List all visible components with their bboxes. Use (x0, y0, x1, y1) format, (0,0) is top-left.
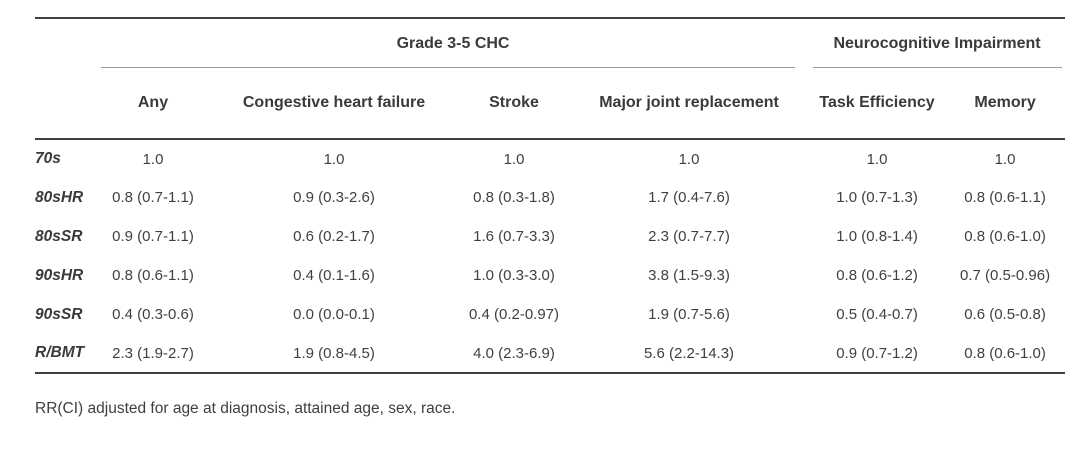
row-label-80ssr: 80sSR (35, 227, 83, 245)
cell-value: 1.0 (678, 150, 700, 168)
column-header-major-joint-replacement: Major joint replacement (569, 68, 810, 140)
column-header-stroke: Stroke (459, 68, 569, 140)
row-label-90ssr: 90sSR (35, 305, 83, 323)
cell-value: 5.6 (2.2-14.3) (643, 344, 735, 362)
group-header-neurocognitive-impairment: Neurocognitive Impairment (809, 18, 1065, 68)
corner-cell (35, 18, 97, 68)
cell-value: 0.8 (0.6-1.0) (964, 228, 1046, 245)
cell-value: 0.8 (0.7-1.1) (112, 189, 194, 206)
cell-value: 4.0 (2.3-6.9) (473, 344, 555, 362)
column-header-memory: Memory (945, 68, 1066, 140)
cell-value: 1.9 (0.7-5.6) (648, 306, 730, 323)
cell-value: 0.8 (0.6-1.2) (836, 267, 918, 284)
corner-cell (35, 68, 97, 140)
cell-value: 1.6 (0.7-3.3) (473, 228, 555, 245)
table-footnote: RR(CI) adjusted for age at diagnosis, at… (35, 400, 456, 417)
cell-value: 0.8 (0.3-1.8) (473, 189, 555, 206)
table-row-80ssr: 80sSR 0.9 (0.7-1.1) 0.6 (0.2-1.7) 1.6 (0… (35, 217, 1065, 256)
cell-value: 0.6 (0.5-0.8) (964, 306, 1046, 323)
cell-value: 1.9 (0.8-4.5) (293, 344, 375, 362)
cell-value: 1.0 (0.3-3.0) (473, 267, 555, 284)
column-header-task-efficiency: Task Efficiency (809, 68, 946, 140)
cell-value: 0.4 (0.2-0.97) (468, 306, 560, 323)
row-label-90shr: 90sHR (35, 266, 84, 284)
cell-value: 0.9 (0.3-2.6) (293, 189, 375, 206)
group-header-row: Grade 3-5 CHC Neurocognitive Impairment (35, 18, 1065, 68)
risk-ratio-table: Grade 3-5 CHC Neurocognitive Impairment … (35, 17, 1066, 374)
cell-value: 1.0 (994, 150, 1016, 168)
cell-value: 1.0 (323, 150, 345, 168)
table-row-90ssr: 90sSR 0.4 (0.3-0.6) 0.0 (0.0-0.1) 0.4 (0… (35, 295, 1065, 334)
cell-value: 1.0 (142, 150, 164, 168)
cell-value: 1.0 (503, 150, 525, 168)
cell-value: 0.8 (0.6-1.1) (964, 189, 1046, 206)
table-row-rbmt: R/BMT 2.3 (1.9-2.7) 1.9 (0.8-4.5) 4.0 (2… (35, 334, 1065, 373)
cell-value: 2.3 (0.7-7.7) (648, 228, 730, 245)
cell-value: 3.8 (1.5-9.3) (648, 267, 730, 284)
cell-value: 1.0 (0.8-1.4) (836, 228, 918, 245)
cell-value: 0.5 (0.4-0.7) (836, 306, 918, 323)
row-label-80shr: 80sHR (35, 188, 84, 206)
cell-value: 0.8 (0.6-1.1) (112, 267, 194, 284)
cell-value: 0.8 (0.6-1.0) (964, 344, 1046, 362)
row-label-rbmt: R/BMT (35, 344, 85, 361)
table-row-70s: 70s 1.0 1.0 1.0 1.0 1.0 1.0 (35, 139, 1065, 178)
cell-value: 0.7 (0.5-0.96) (960, 267, 1051, 284)
cell-value: 1.0 (866, 150, 888, 168)
column-header-any: Any (97, 68, 209, 140)
group-header-grade-3-5-chc: Grade 3-5 CHC (97, 18, 809, 68)
cell-value: 0.6 (0.2-1.7) (293, 228, 375, 245)
table-row-80shr: 80sHR 0.8 (0.7-1.1) 0.9 (0.3-2.6) 0.8 (0… (35, 178, 1065, 217)
cell-value: 0.0 (0.0-0.1) (293, 306, 375, 323)
column-header-row: Any Congestive heart failure Stroke Majo… (35, 68, 1066, 140)
cell-value: 0.4 (0.3-0.6) (112, 306, 194, 323)
cell-value: 2.3 (1.9-2.7) (112, 344, 194, 362)
table-row-90shr: 90sHR 0.8 (0.6-1.1) 0.4 (0.1-1.6) 1.0 (0… (35, 256, 1065, 295)
cell-value: 1.7 (0.4-7.6) (648, 189, 730, 206)
column-header-congestive-heart-failure: Congestive heart failure (209, 68, 459, 140)
cell-value: 1.0 (0.7-1.3) (836, 189, 918, 206)
cell-value: 0.4 (0.1-1.6) (293, 267, 375, 284)
row-label-70s: 70s (35, 150, 61, 167)
cell-value: 0.9 (0.7-1.2) (836, 344, 918, 362)
cell-value: 0.9 (0.7-1.1) (112, 228, 194, 245)
